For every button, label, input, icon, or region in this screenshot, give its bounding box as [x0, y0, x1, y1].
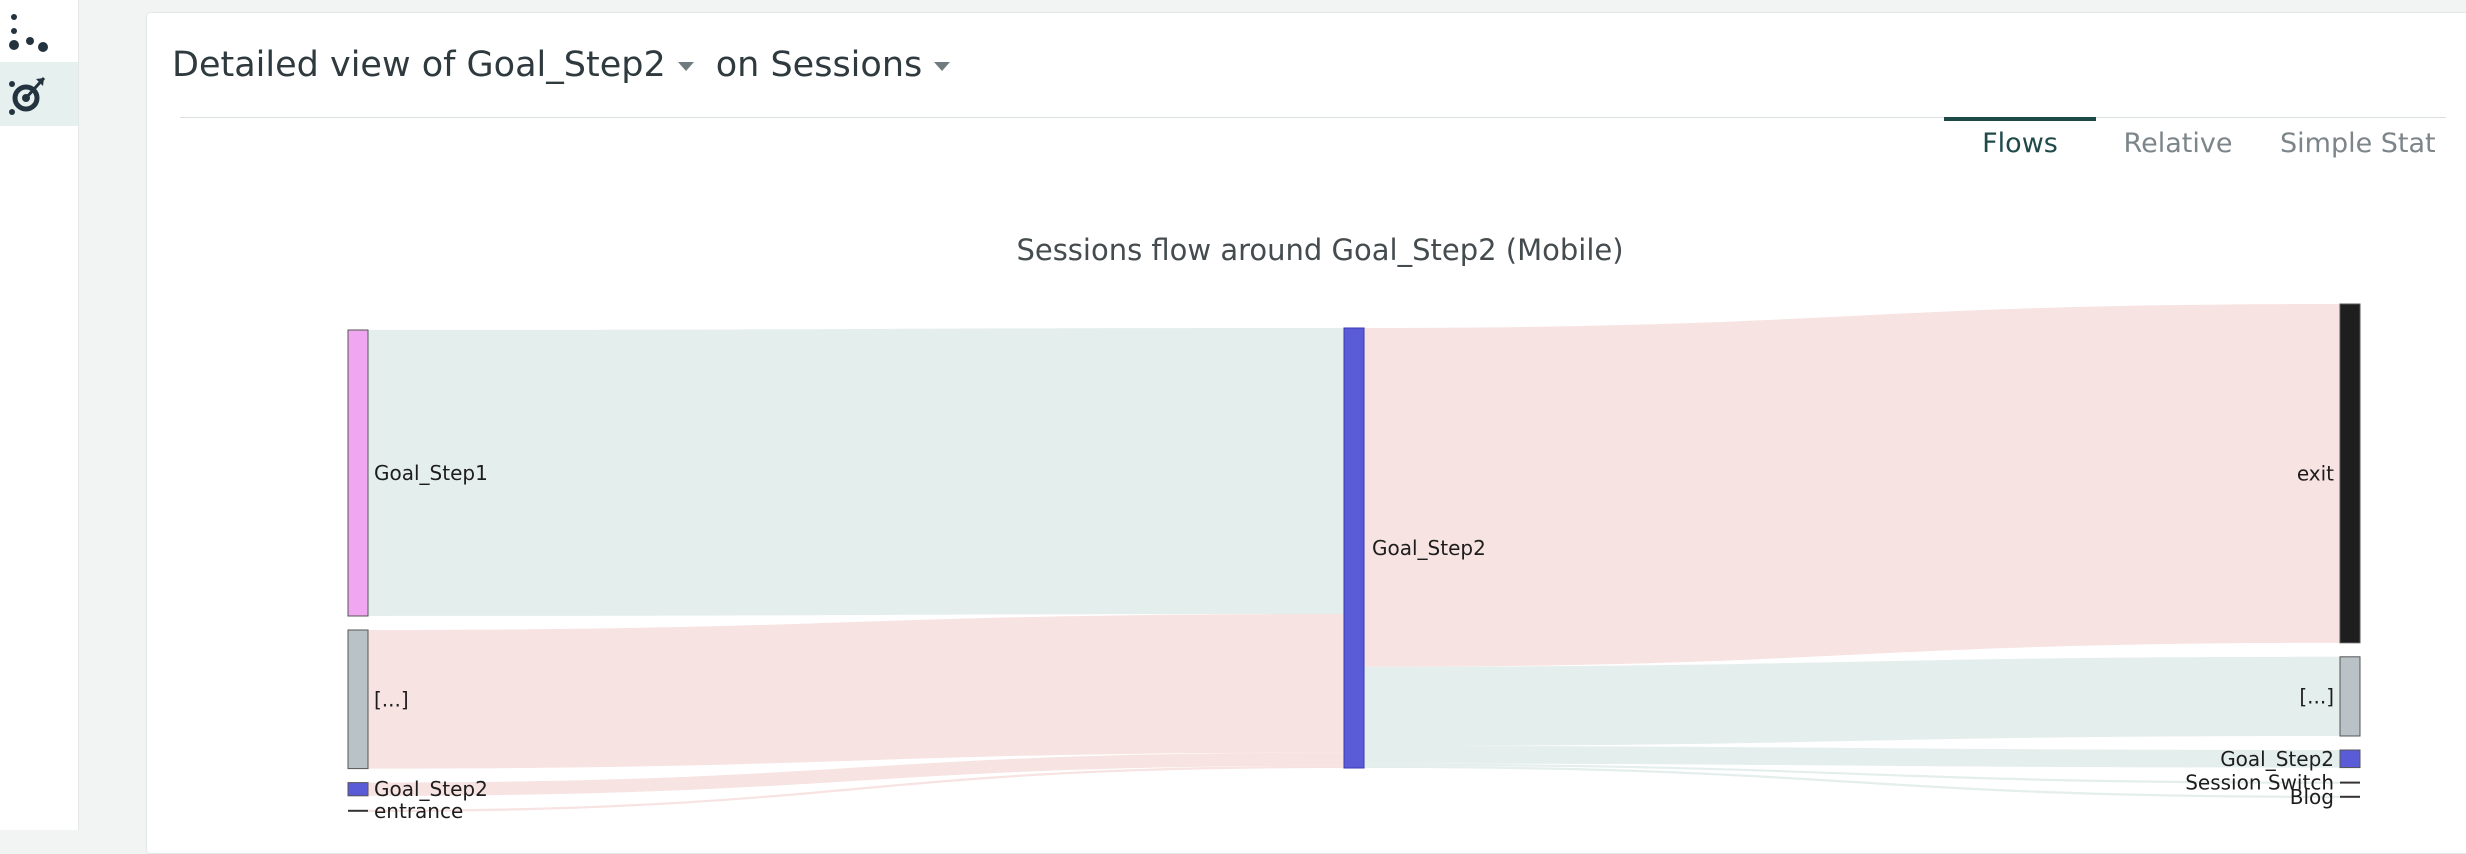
node-label-out-blog: Blog	[2290, 785, 2334, 809]
flow-out-other[interactable]	[1364, 656, 2340, 746]
node-center-goal-step2[interactable]	[1343, 327, 1365, 769]
node-in-goal-step2[interactable]	[347, 782, 369, 797]
flow-in-entrance[interactable]	[368, 765, 1344, 812]
active-tab-indicator	[1944, 117, 2096, 121]
flow-in-goal-step2[interactable]	[368, 752, 1344, 796]
sidebar-item-flows[interactable]	[0, 62, 78, 126]
flow-target-icon	[9, 76, 46, 115]
tab-relative[interactable]: Relative	[2123, 127, 2233, 159]
sidebar-item-overview[interactable]	[0, 0, 78, 64]
metric-dropdown[interactable]: Detailed view of Goal_Step2	[172, 45, 694, 85]
node-label-out-goal-step2: Goal_Step2	[2220, 747, 2334, 771]
metric-dropdown-label: Detailed view of Goal_Step2	[172, 45, 666, 85]
tab-simple-stat[interactable]: Simple Stat	[2280, 127, 2436, 159]
node-out-session-switch[interactable]	[2340, 781, 2360, 784]
node-in-other[interactable]	[347, 629, 369, 770]
tab-flows[interactable]: Flows	[1982, 127, 2058, 159]
flow-out-exit[interactable]	[1364, 304, 2340, 667]
flow-in-other[interactable]	[368, 614, 1344, 769]
node-in-goal-step1[interactable]	[347, 329, 369, 617]
node-out-other[interactable]	[2339, 656, 2361, 737]
report-header: Detailed view of Goal_Step2 on Sessions	[172, 40, 972, 90]
dimension-dropdown[interactable]: on Sessions	[716, 45, 951, 85]
node-out-exit[interactable]	[2339, 303, 2361, 644]
node-label-in-other: [...]	[374, 687, 409, 711]
node-label-out-session-switch: Session Switch	[2185, 771, 2334, 795]
flow-in-goal-step1[interactable]	[368, 328, 1344, 616]
node-label-in-entrance: entrance	[374, 799, 463, 823]
node-label-center: Goal_Step2	[1372, 536, 1486, 560]
flow-out-goal-step2[interactable]	[1364, 746, 2340, 768]
node-label-in-goal-step2: Goal_Step2	[374, 777, 488, 801]
node-out-goal-step2[interactable]	[2339, 749, 2361, 769]
chevron-down-icon	[677, 61, 694, 71]
node-label-out-exit: exit	[2297, 461, 2334, 485]
node-out-blog[interactable]	[2340, 795, 2360, 798]
flow-out-session-switch[interactable]	[1364, 763, 2340, 784]
sankey-chart: Goal_Step2Goal_Step1[...]Goal_Step2entra…	[347, 303, 2361, 823]
node-label-in-goal-step1: Goal_Step1	[374, 461, 488, 485]
nodes-icon	[9, 14, 48, 52]
dimension-dropdown-label: on Sessions	[715, 45, 923, 85]
node-in-entrance[interactable]	[348, 809, 368, 812]
node-label-out-other: [...]	[2299, 684, 2334, 708]
flow-out-blog[interactable]	[1364, 765, 2340, 798]
chevron-down-icon	[934, 61, 951, 71]
header-divider	[180, 117, 2446, 118]
sidebar	[0, 0, 79, 830]
chart-title: Sessions flow around Goal_Step2 (Mobile)	[1016, 233, 1624, 267]
